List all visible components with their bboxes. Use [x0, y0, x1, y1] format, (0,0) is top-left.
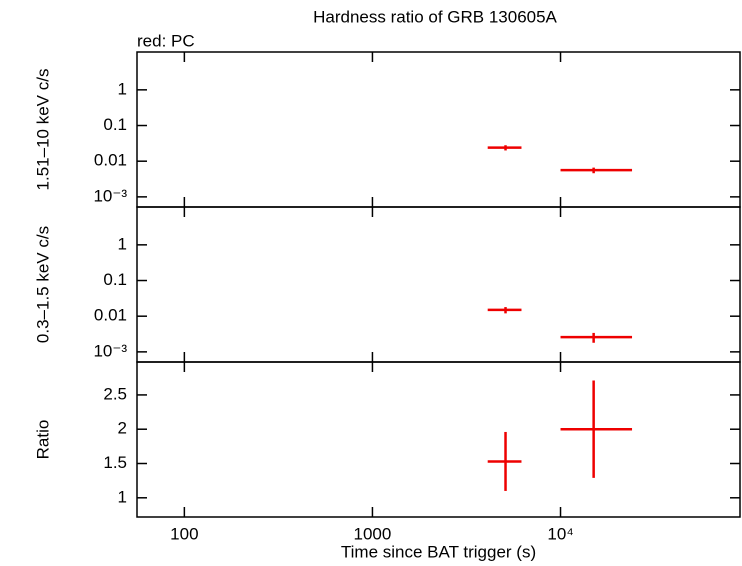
x-tick-label: 1000 [354, 524, 392, 543]
y-tick-label: 10⁻³ [93, 186, 127, 205]
plot-frame [136, 51, 741, 208]
plot-frame [136, 361, 741, 518]
y-tick-label: 1.5 [103, 453, 127, 472]
x-tick-label: 10⁴ [547, 524, 573, 543]
y-tick-label: 1 [118, 487, 127, 506]
y-tick-label: 1 [118, 79, 127, 98]
y-axis-label: 1.51–10 keV c/s [33, 69, 52, 191]
y-tick-label: 0.1 [103, 270, 127, 289]
plot-frame [136, 206, 741, 363]
y-tick-label: 2.5 [103, 384, 127, 403]
x-axis-label: Time since BAT trigger (s) [341, 542, 536, 561]
subtitle: red: PC [137, 31, 195, 50]
y-axis-label: Ratio [33, 420, 52, 460]
y-tick-label: 0.1 [103, 115, 127, 134]
chart-title: Hardness ratio of GRB 130605A [313, 7, 557, 26]
y-axis-label: 0.3–1.5 keV c/s [33, 226, 52, 343]
y-tick-label: 2 [118, 419, 127, 438]
x-tick-label: 100 [170, 524, 198, 543]
y-tick-label: 0.01 [94, 306, 127, 325]
y-tick-label: 10⁻³ [93, 341, 127, 360]
y-tick-label: 0.01 [94, 151, 127, 170]
y-tick-label: 1 [118, 234, 127, 253]
